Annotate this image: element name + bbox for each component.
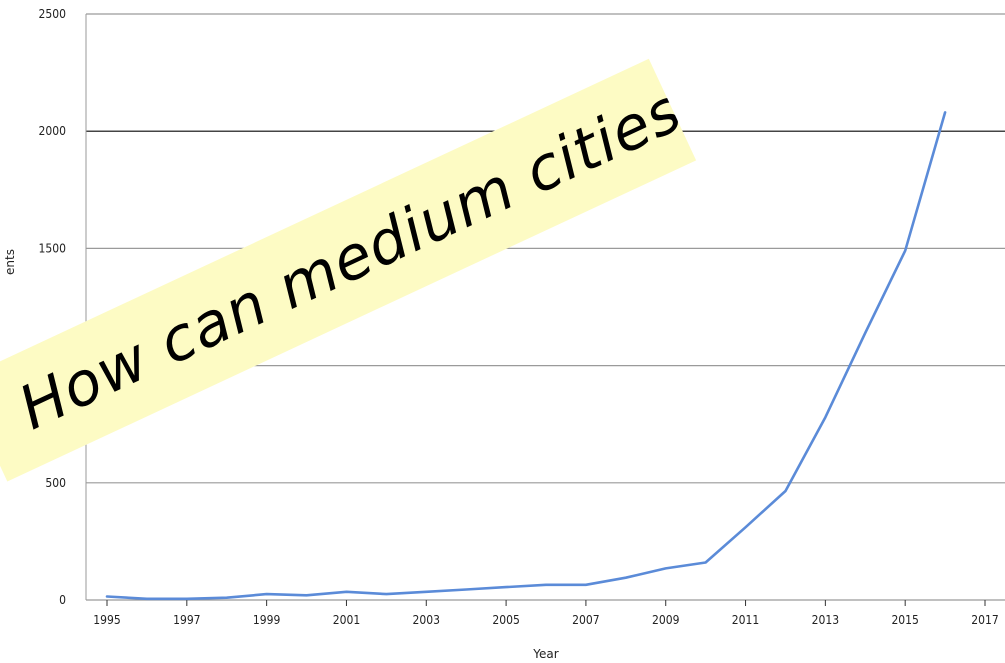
x-tick-label: 2003 bbox=[413, 613, 440, 627]
y-tick-label: 2000 bbox=[39, 124, 67, 138]
series-line-0 bbox=[105, 111, 947, 601]
x-tick-label: 2005 bbox=[492, 613, 519, 627]
x-tick-label: 1995 bbox=[93, 613, 120, 627]
x-tick-label: 2001 bbox=[333, 613, 360, 627]
y-tick-label: 500 bbox=[45, 476, 66, 490]
x-tick-label: 2007 bbox=[572, 613, 599, 627]
x-axis-ticks: 1995 1997 1999 2001 2003 2005 2007 2009 2011 2013… bbox=[93, 600, 999, 627]
x-tick-label: 2015 bbox=[891, 613, 918, 627]
y-axis-title: ents bbox=[3, 249, 17, 275]
x-axis-title: Year bbox=[532, 647, 558, 661]
y-tick-label: 1500 bbox=[39, 241, 67, 255]
x-tick-label: 2009 bbox=[652, 613, 680, 627]
y-tick-label: 0 bbox=[59, 593, 66, 607]
x-tick-label: 2013 bbox=[812, 613, 839, 627]
x-tick-label: 1997 bbox=[173, 613, 200, 627]
series-layer bbox=[105, 111, 947, 601]
x-tick-label: 1999 bbox=[253, 613, 281, 627]
y-axis-ticks: 05001000150020002500 bbox=[39, 7, 67, 607]
y-tick-label: 2500 bbox=[39, 7, 67, 21]
x-tick-label: 2011 bbox=[732, 613, 759, 627]
x-tick-label: 2017 bbox=[971, 613, 998, 627]
